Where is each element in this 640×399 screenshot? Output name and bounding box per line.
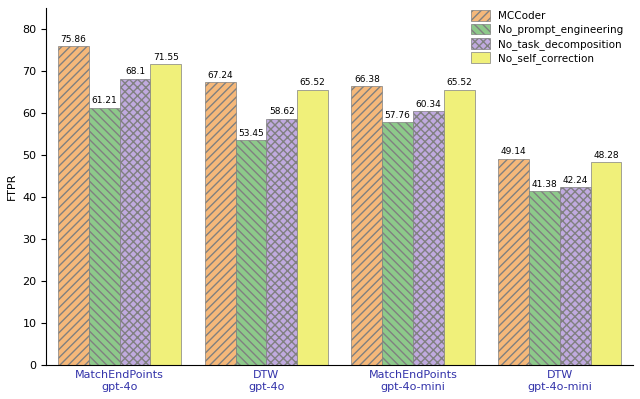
Text: 53.45: 53.45 — [238, 129, 264, 138]
Text: 42.24: 42.24 — [563, 176, 588, 185]
Text: 65.52: 65.52 — [446, 78, 472, 87]
Bar — [297, 90, 328, 365]
Bar — [120, 79, 150, 365]
Bar — [498, 158, 529, 365]
Bar — [58, 46, 89, 365]
Bar — [529, 191, 560, 365]
Bar — [444, 90, 475, 365]
Text: 49.14: 49.14 — [500, 147, 526, 156]
Text: 57.76: 57.76 — [385, 111, 411, 120]
Bar — [382, 122, 413, 365]
Text: 65.52: 65.52 — [300, 78, 326, 87]
Bar — [205, 83, 236, 365]
Text: 68.1: 68.1 — [125, 67, 145, 76]
Bar — [266, 119, 297, 365]
Bar — [351, 86, 382, 365]
Bar — [413, 111, 444, 365]
Text: 48.28: 48.28 — [593, 150, 619, 160]
Bar — [150, 64, 181, 365]
Text: 41.38: 41.38 — [531, 180, 557, 189]
Text: 66.38: 66.38 — [354, 75, 380, 83]
Text: 58.62: 58.62 — [269, 107, 294, 116]
Bar — [560, 188, 591, 365]
Y-axis label: FTPR: FTPR — [7, 173, 17, 200]
Text: 67.24: 67.24 — [207, 71, 233, 80]
Text: 60.34: 60.34 — [415, 100, 442, 109]
Bar — [89, 108, 120, 365]
Bar — [591, 162, 621, 365]
Text: 61.21: 61.21 — [92, 96, 117, 105]
Bar — [236, 140, 266, 365]
Text: 75.86: 75.86 — [61, 35, 86, 44]
Text: 71.55: 71.55 — [153, 53, 179, 62]
Legend: MCCoder, No_prompt_engineering, No_task_decomposition, No_self_correction: MCCoder, No_prompt_engineering, No_task_… — [467, 6, 628, 68]
